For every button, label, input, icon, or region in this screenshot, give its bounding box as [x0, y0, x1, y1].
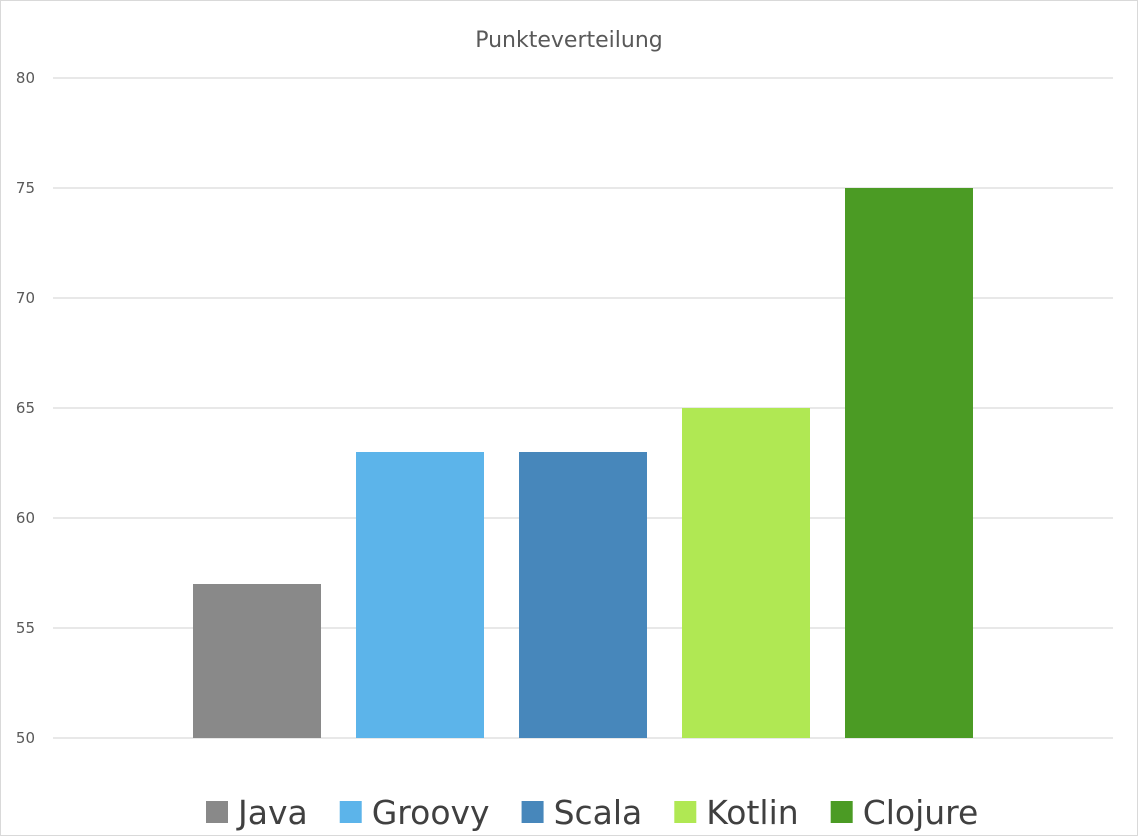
- legend-swatch-java: [206, 801, 228, 823]
- y-tick-label: 65: [16, 399, 35, 417]
- y-tick-label: 75: [16, 179, 35, 197]
- bar-scala: [519, 452, 647, 738]
- bars: [193, 188, 973, 738]
- y-tick-label: 55: [16, 619, 35, 637]
- bar-kotlin: [682, 408, 810, 738]
- bar-groovy: [356, 452, 484, 738]
- legend: Java Groovy Scala Kotlin Clojure: [206, 793, 978, 832]
- bar-java: [193, 584, 321, 738]
- legend-label-scala: Scala: [554, 793, 643, 832]
- legend-swatch-kotlin: [674, 801, 697, 823]
- legend-swatch-groovy: [339, 801, 362, 823]
- legend-swatch-clojure: [830, 801, 853, 823]
- y-tick-label: 60: [16, 509, 35, 527]
- chart-title: Punkteverteilung: [475, 28, 663, 53]
- legend-label-groovy: Groovy: [372, 793, 490, 832]
- bar-clojure: [845, 188, 973, 738]
- y-tick-label: 70: [16, 289, 35, 307]
- legend-label-java: Java: [236, 793, 308, 832]
- legend-label-kotlin: Kotlin: [706, 793, 798, 832]
- y-axis-ticks: 50 55 60 65 70 75 80: [16, 69, 35, 747]
- legend-label-clojure: Clojure: [863, 793, 979, 832]
- y-tick-label: 50: [16, 729, 35, 747]
- y-tick-label: 80: [16, 69, 35, 87]
- legend-swatch-scala: [521, 801, 544, 823]
